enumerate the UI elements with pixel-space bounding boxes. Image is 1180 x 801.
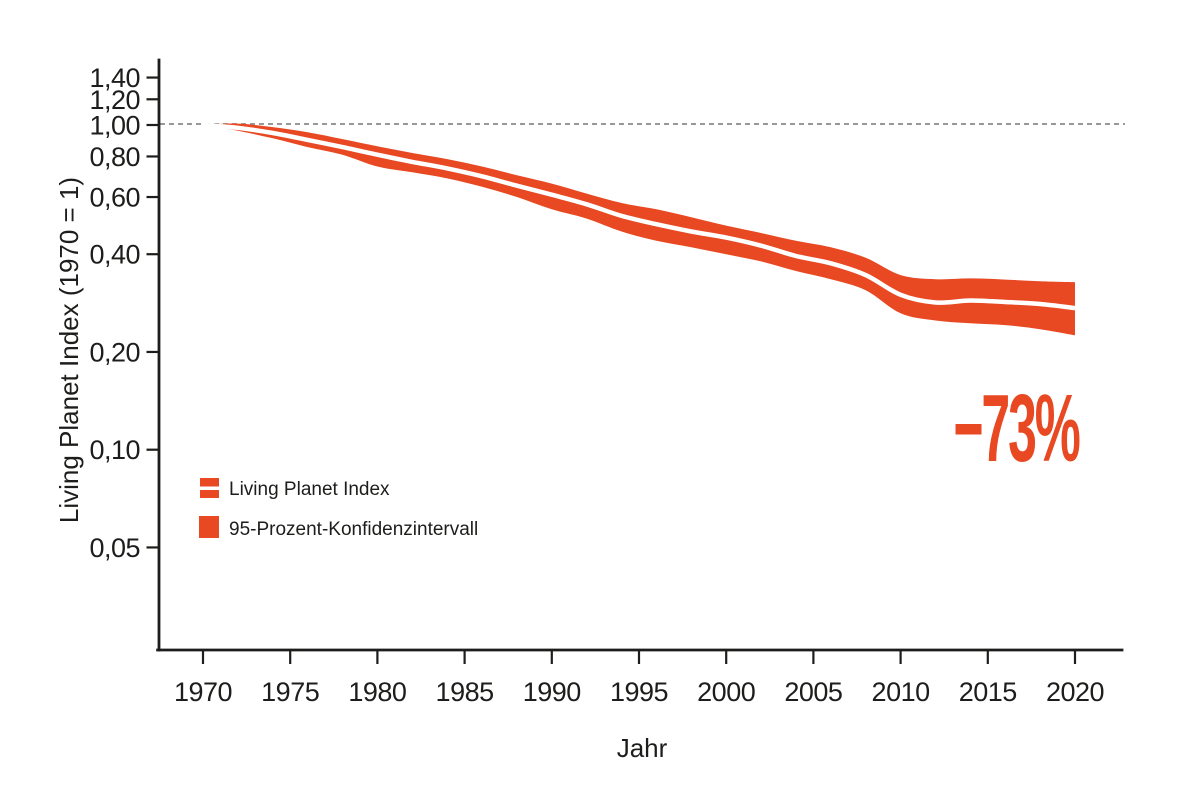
legend-label-lpi: Living Planet Index (229, 479, 390, 500)
y-tick-label: 0,10 (89, 435, 140, 465)
y-tick-label: 0,05 (89, 533, 140, 563)
y-tick-label: 1,20 (89, 85, 140, 115)
y-tick-label: 0,60 (89, 183, 140, 213)
x-axis-title: Jahr (617, 733, 668, 763)
legend-item-lpi: Living Planet Index (198, 478, 390, 500)
x-ticks: 1970 1975 1980 1985 1990 1995 2000 2005 2010 2015… (174, 650, 1105, 707)
legend: Living Planet Index 95-Prozent-Konfidenz… (198, 478, 478, 540)
x-tick-label: 1980 (348, 677, 406, 707)
y-axis: 1,401,201,000,80 0,60 0,40 0,20 0,10 0,05 (89, 58, 161, 652)
legend-item-ci: 95-Prozent-Konfidenzintervall (199, 516, 478, 540)
x-tick-label: 1985 (436, 677, 494, 707)
x-tick-label: 2010 (872, 677, 930, 707)
ci-swatch-icon (199, 516, 219, 538)
legend-label-ci: 95-Prozent-Konfidenzintervall (229, 519, 478, 540)
x-tick-label: 2005 (784, 677, 842, 707)
confidence-band (203, 123, 1075, 336)
x-tick-label: 2000 (697, 677, 755, 707)
y-tick-label: 0,20 (89, 337, 140, 367)
x-tick-label: 1975 (261, 677, 319, 707)
y-tick-label: 0,80 (89, 142, 140, 172)
x-tick-label: 2020 (1046, 677, 1104, 707)
x-tick-label: 1995 (610, 677, 668, 707)
y-tick-label: 0,40 (89, 240, 140, 270)
y-tick-label: 1,00 (89, 111, 140, 141)
x-axis: 1970 1975 1980 1985 1990 1995 2000 2005 2010 2015… (156, 648, 1124, 707)
x-tick-label: 2015 (959, 677, 1017, 707)
lpi-swatch-gap (198, 486, 221, 490)
y-tick-label: 1,40 (89, 63, 140, 93)
y-axis-title: Living Planet Index (1970 = 1) (54, 177, 84, 523)
x-tick-label: 1990 (523, 677, 581, 707)
x-tick-label: 1970 (174, 677, 232, 707)
lpi-line (202, 122, 1076, 311)
decline-annotation: −73% (953, 375, 1079, 482)
y-ticks: 1,401,201,000,80 0,60 0,40 0,20 0,10 0,05 (89, 63, 159, 563)
